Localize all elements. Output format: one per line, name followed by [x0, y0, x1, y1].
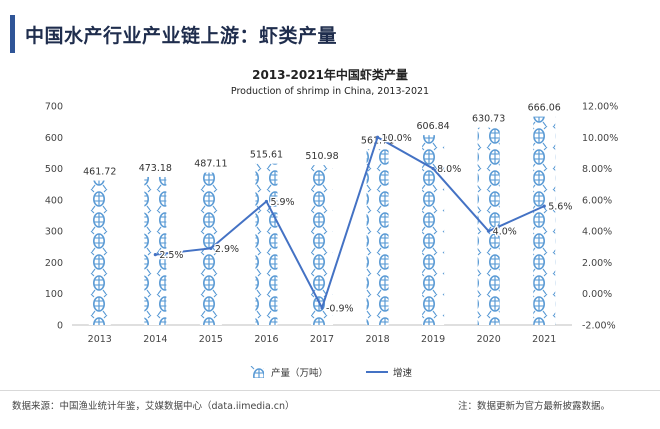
growth-point-2021 [542, 204, 546, 208]
y-left-tick-label: 600 [45, 133, 63, 144]
bar-value-label-2020: 630.73 [472, 114, 505, 125]
bar-value-label-2014: 473.18 [139, 163, 172, 174]
x-tick-label-2020: 2020 [477, 334, 501, 345]
bar-value-label-2016: 515.61 [250, 150, 283, 161]
growth-value-label-2017: -0.9% [326, 303, 354, 314]
growth-value-labels: 2.5% 2.9% 5.9% -0.9% 10.0% 8.0% 4.0% 5.6% [158, 132, 574, 316]
bar-2013 [88, 180, 111, 325]
bar-series [88, 116, 556, 325]
growth-point-2014 [153, 253, 157, 257]
x-tick-label-2013: 2013 [88, 334, 112, 345]
x-tick-label-2021: 2021 [532, 334, 556, 345]
y-right-tick-label: 6.00% [582, 195, 612, 206]
y-right-tick-label: 8.00% [582, 164, 612, 175]
bar-2017 [311, 165, 333, 325]
bar-value-label-2021: 666.06 [528, 103, 561, 114]
growth-line [155, 135, 545, 311]
page-title: 中国水产行业产业链上游：虾类产量 [25, 24, 338, 47]
growth-value-label-2015: 2.9% [215, 244, 239, 255]
chart-legend: 产量（万吨） 增速 [0, 365, 660, 379]
growth-value-label-2020: 4.0% [493, 227, 517, 238]
y-right-tick-label: -2.00% [582, 321, 616, 332]
bar-2016 [255, 163, 278, 325]
legend-item-growth: 增速 [366, 365, 412, 379]
y-right-tick-label: 4.00% [582, 227, 612, 238]
footer-divider [0, 390, 660, 391]
x-tick-label-2016: 2016 [254, 334, 278, 345]
y-right-tick-label: 12.00% [582, 102, 618, 113]
y-right-tick-label: 0.00% [582, 289, 612, 300]
y-left-tick-label: 300 [45, 227, 63, 238]
chart-subtitle: Production of shrimp in China, 2013-2021 [230, 86, 430, 97]
growth-point-2019 [431, 166, 435, 171]
title-accent-bar [10, 15, 15, 53]
legend-label-production: 产量（万吨） [270, 368, 328, 379]
bar-value-label-2018: 561.71 [361, 135, 394, 146]
growth-value-label-2019: 8.0% [437, 164, 461, 175]
growth-value-label-2021: 5.6% [548, 202, 572, 213]
legend-shrimp-icon [249, 366, 264, 378]
y-axis-left: 0 100 200 300 400 500 600 700 [45, 102, 63, 332]
x-axis: 2013 2014 2015 2016 2017 2018 2019 2020 2021 [88, 334, 557, 345]
legend-label-growth: 增速 [393, 368, 413, 379]
y-left-tick-label: 700 [45, 102, 63, 113]
growth-point-2018 [375, 135, 380, 139]
y-left-tick-label: 100 [45, 289, 63, 300]
bar-2019 [422, 135, 445, 325]
bar-value-label-2019: 606.84 [416, 121, 449, 132]
y-right-tick-label: 10.00% [582, 133, 618, 144]
legend-item-production: 产量（万吨） [248, 365, 328, 379]
growth-point-2016 [264, 199, 269, 204]
y-left-tick-label: 400 [45, 195, 63, 206]
bar-2021 [533, 116, 556, 325]
growth-line-series [153, 135, 546, 311]
y-left-tick-label: 0 [57, 321, 63, 332]
y-right-tick-label: 2.00% [582, 258, 612, 269]
x-tick-label-2014: 2014 [143, 334, 167, 345]
growth-value-label-2018: 10.0% [382, 133, 412, 144]
y-axis-right: -2.00% 0.00% 2.00% 4.00% 6.00% 8.00% 10.00% 12.… [582, 102, 618, 332]
bar-value-label-2013: 461.72 [83, 167, 116, 178]
page-header: 中国水产行业产业链上游：虾类产量 [10, 14, 337, 54]
bar-2020 [477, 127, 500, 325]
chart-title: 2013-2021年中国虾类产量 [252, 68, 408, 82]
x-tick-label-2015: 2015 [199, 334, 223, 345]
bar-value-label-2017: 510.98 [305, 151, 338, 162]
growth-point-2020 [487, 229, 491, 233]
y-left-tick-label: 500 [45, 164, 63, 175]
bar-value-label-2015: 487.11 [194, 159, 227, 170]
growth-point-2015 [209, 246, 213, 250]
x-tick-label-2017: 2017 [310, 334, 334, 345]
x-tick-label-2019: 2019 [421, 334, 445, 345]
x-tick-label-2018: 2018 [365, 334, 389, 345]
footer-source: 数据来源：中国渔业统计年鉴，艾媒数据中心（data.iimedia.cn） [12, 401, 295, 412]
y-left-tick-label: 200 [45, 258, 63, 269]
bar-2018 [366, 149, 389, 325]
bar-2014 [144, 176, 167, 325]
bar-value-labels: 461.72 473.18 487.11 515.61 510.98 561.71 606.… [83, 103, 561, 178]
footer-note: 注：数据更新为官方最新披露数据。 [457, 401, 610, 412]
growth-value-label-2014: 2.5% [159, 250, 183, 261]
growth-point-2017 [320, 306, 324, 310]
growth-value-label-2016: 5.9% [270, 197, 294, 208]
legend-line-swatch [366, 371, 388, 373]
